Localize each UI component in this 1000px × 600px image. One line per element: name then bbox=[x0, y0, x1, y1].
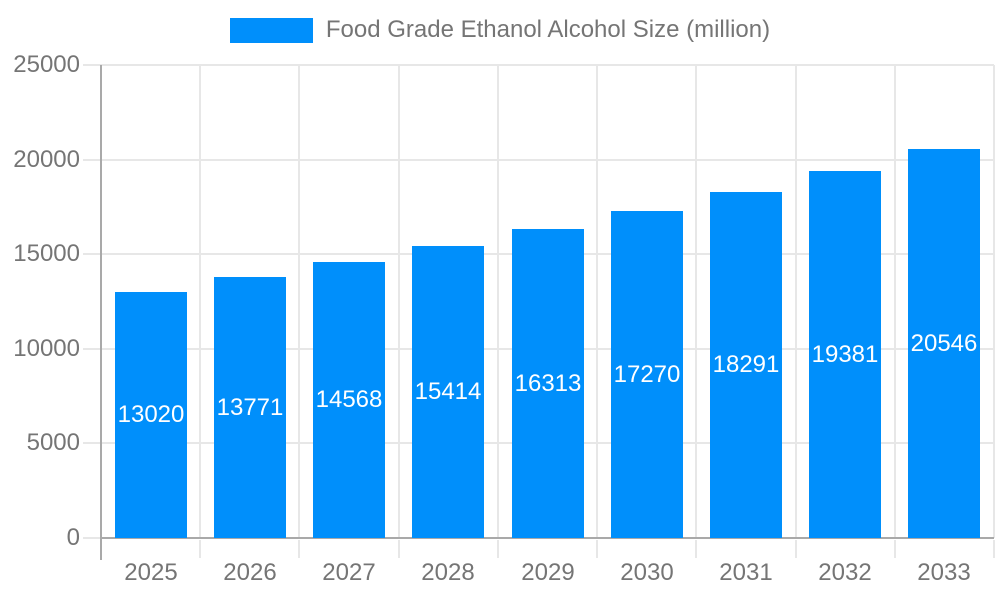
gridline-horizontal bbox=[101, 158, 994, 161]
gridline-vertical bbox=[596, 65, 599, 538]
x-axis-label: 2032 bbox=[818, 559, 872, 586]
gridline-horizontal bbox=[101, 64, 994, 66]
x-axis-label: 2028 bbox=[421, 559, 475, 586]
x-axis-label: 2030 bbox=[620, 559, 674, 586]
gridline-vertical bbox=[794, 65, 797, 538]
gridline-vertical bbox=[199, 65, 202, 538]
y-axis-tick bbox=[83, 537, 101, 539]
bar-2030[interactable]: 17270 bbox=[611, 211, 683, 538]
y-axis-label: 0 bbox=[66, 524, 80, 551]
x-axis-tick bbox=[596, 540, 599, 558]
y-axis-label: 25000 bbox=[13, 51, 80, 78]
y-axis-label: 15000 bbox=[13, 240, 80, 268]
bar-value-label: 14568 bbox=[315, 386, 383, 414]
bar-2033[interactable]: 20546 bbox=[908, 149, 980, 538]
bar-2031[interactable]: 18291 bbox=[710, 191, 782, 538]
x-axis-tick bbox=[397, 540, 400, 558]
bar-value-label: 15414 bbox=[414, 378, 482, 406]
y-axis-label: 5000 bbox=[26, 429, 80, 457]
x-axis-tick bbox=[794, 540, 797, 558]
bar-value-label: 13771 bbox=[216, 393, 284, 421]
x-axis-tick bbox=[993, 540, 995, 558]
bar-2029[interactable]: 16313 bbox=[512, 229, 584, 538]
x-axis-tick bbox=[199, 540, 202, 558]
x-axis-line bbox=[100, 537, 994, 539]
bar-value-label: 18291 bbox=[712, 350, 780, 378]
legend-label: Food Grade Ethanol Alcohol Size (million… bbox=[325, 16, 771, 43]
bar-value-label: 13020 bbox=[117, 400, 185, 428]
x-axis-tick bbox=[695, 540, 698, 558]
y-axis-tick bbox=[83, 158, 101, 161]
y-axis-tick bbox=[83, 253, 101, 256]
x-axis-label: 2029 bbox=[521, 559, 575, 586]
bar-value-label: 16313 bbox=[514, 369, 582, 397]
bar-2027[interactable]: 14568 bbox=[313, 262, 385, 538]
y-axis-tick bbox=[83, 347, 101, 350]
x-axis-tick bbox=[298, 540, 301, 558]
bar-2026[interactable]: 13771 bbox=[214, 277, 286, 538]
x-axis-tick bbox=[893, 540, 896, 558]
y-axis-label: 20000 bbox=[13, 145, 80, 173]
bar-2028[interactable]: 15414 bbox=[412, 246, 484, 538]
x-axis-tick bbox=[496, 540, 499, 558]
bar-2032[interactable]: 19381 bbox=[809, 171, 881, 538]
x-axis-label: 2025 bbox=[124, 559, 178, 586]
y-axis-line bbox=[100, 65, 102, 560]
gridline-vertical bbox=[893, 65, 896, 538]
bar-2025[interactable]: 13020 bbox=[115, 291, 187, 538]
legend-item[interactable]: Food Grade Ethanol Alcohol Size (million… bbox=[0, 15, 1000, 45]
y-axis-tick bbox=[83, 442, 101, 445]
legend-swatch-icon bbox=[229, 17, 313, 43]
bar-value-label: 19381 bbox=[811, 340, 879, 368]
x-axis-label: 2027 bbox=[322, 559, 376, 586]
y-axis-label: 10000 bbox=[13, 334, 80, 362]
gridline-vertical bbox=[496, 65, 499, 538]
bar-value-label: 20546 bbox=[910, 329, 978, 357]
x-axis-label: 2031 bbox=[719, 559, 773, 586]
gridline-vertical bbox=[695, 65, 698, 538]
bar-value-label: 17270 bbox=[613, 360, 681, 388]
gridline-vertical bbox=[298, 65, 301, 538]
y-axis-tick bbox=[83, 64, 101, 66]
gridline-vertical bbox=[397, 65, 400, 538]
x-axis-label: 2033 bbox=[917, 559, 971, 586]
x-axis-label: 2026 bbox=[223, 559, 277, 586]
gridline-vertical bbox=[993, 65, 995, 538]
